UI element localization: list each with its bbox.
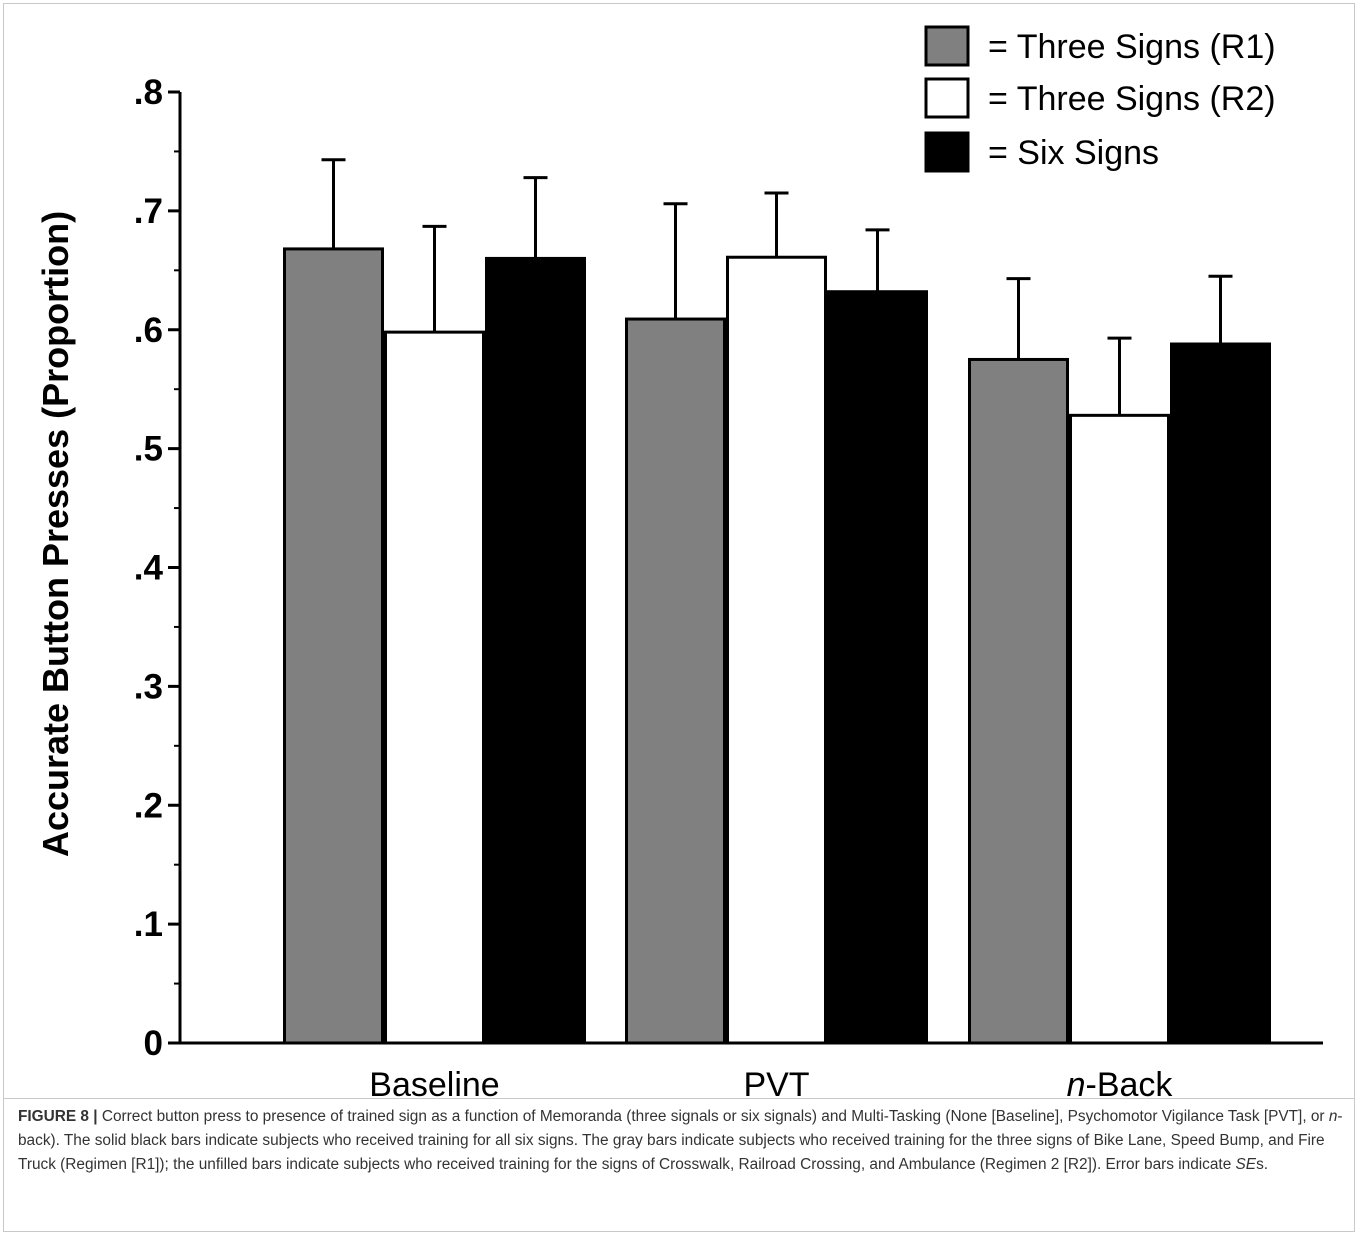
y-tick-label: .1 xyxy=(134,905,163,944)
y-tick-label: .6 xyxy=(134,311,163,350)
legend-swatch xyxy=(924,131,970,173)
bar xyxy=(384,330,485,1045)
y-tick-label: 0 xyxy=(144,1024,163,1063)
bar xyxy=(827,290,928,1045)
y-axis-title: Accurate Button Presses (Proportion) xyxy=(35,211,76,857)
caption-divider xyxy=(4,1098,1354,1099)
y-tick-label: .3 xyxy=(134,667,163,706)
y-tick-label: .7 xyxy=(134,192,163,231)
bar xyxy=(1170,342,1271,1045)
legend-swatch xyxy=(924,77,970,119)
caption-text-3: s. xyxy=(1256,1156,1269,1173)
bar xyxy=(283,247,384,1045)
caption-text-2: -back). The solid black bars indicate su… xyxy=(18,1108,1343,1173)
y-tick-label: .8 xyxy=(134,73,163,112)
y-tick-label: .4 xyxy=(134,549,164,588)
y-tick-label: .5 xyxy=(134,430,163,469)
y-tick-label: .2 xyxy=(134,786,163,825)
bar xyxy=(1069,413,1170,1045)
legend-label: = Six Signs xyxy=(988,134,1159,172)
figure-label: FIGURE 8 | xyxy=(18,1108,98,1125)
bar xyxy=(726,255,827,1045)
legend-label: = Three Signs (R2) xyxy=(988,80,1276,118)
legend-label: = Three Signs (R1) xyxy=(988,28,1276,66)
caption-italic-1: n xyxy=(1328,1108,1338,1125)
bar xyxy=(625,317,726,1045)
legend-swatch xyxy=(924,25,970,67)
x-category-label: PVT xyxy=(743,1066,809,1098)
bar-chart: 0 .1 .2 .3 .4 .5 .6 .7 .8 Accurate Button Presses… xyxy=(35,25,1323,1098)
caption-italic-2: SE xyxy=(1235,1156,1257,1173)
x-category-label: n-Back xyxy=(1067,1066,1174,1098)
x-category-label: Baseline xyxy=(369,1066,499,1098)
figure-caption: FIGURE 8 | Correct button press to prese… xyxy=(18,1105,1346,1177)
caption-text-1: Correct button press to presence of trai… xyxy=(97,1108,1329,1125)
bar xyxy=(968,357,1069,1045)
bar xyxy=(485,256,586,1045)
